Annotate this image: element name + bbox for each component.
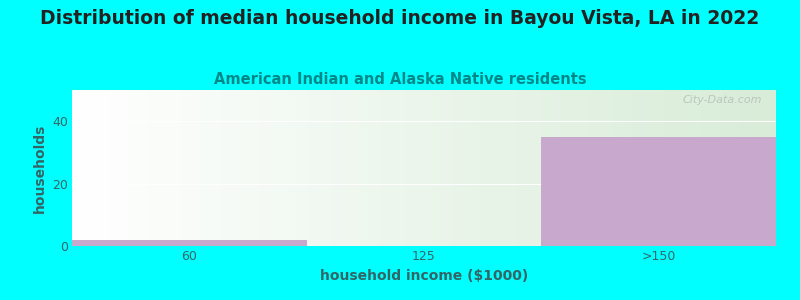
Y-axis label: households: households — [33, 123, 46, 213]
Bar — [542, 137, 776, 246]
Text: City-Data.com: City-Data.com — [682, 95, 762, 105]
Bar — [72, 240, 306, 246]
Text: Distribution of median household income in Bayou Vista, LA in 2022: Distribution of median household income … — [40, 9, 760, 28]
X-axis label: household income ($1000): household income ($1000) — [320, 269, 528, 283]
Text: American Indian and Alaska Native residents: American Indian and Alaska Native reside… — [214, 72, 586, 87]
